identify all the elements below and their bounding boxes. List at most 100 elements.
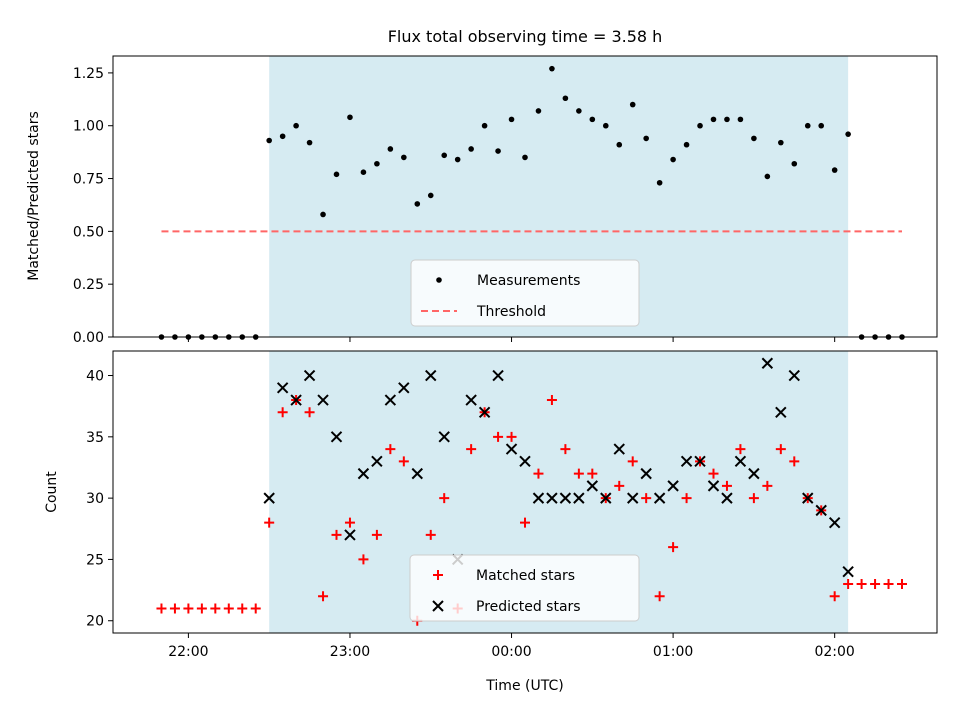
measurement-point — [724, 116, 730, 123]
measurement-point — [845, 131, 851, 137]
matched-star-point — [870, 578, 881, 589]
matched-star-point — [856, 578, 867, 589]
predicted-star-point — [573, 492, 585, 504]
matched-star-point — [371, 529, 382, 540]
matched-star-point — [156, 603, 167, 614]
measurement-point — [697, 122, 703, 129]
matched-star-point — [331, 529, 342, 540]
predicted-star-point — [263, 492, 275, 504]
measurement-point — [495, 148, 501, 154]
predicted-star-point — [586, 480, 599, 492]
legend-marker-matched — [433, 570, 443, 580]
matched-star-point — [668, 542, 679, 553]
legend-marker-measurements — [436, 277, 442, 283]
predicted-star-point — [613, 443, 625, 455]
legend-marker-predicted — [432, 600, 444, 612]
matched-star-point — [654, 591, 665, 602]
matched-star-point — [546, 395, 557, 406]
matched-star-point — [762, 480, 773, 491]
matched-star-point — [439, 493, 450, 504]
measurement-point — [468, 146, 474, 152]
predicted-star-point — [425, 369, 437, 382]
measurement-point — [737, 116, 744, 123]
measurement-point — [387, 146, 394, 152]
top-panel: 0.00 0.25 0.50 0.75 1.00 1.25 Measurements Thre… — [73, 55, 938, 346]
y-tick-label: 1.00 — [73, 119, 104, 135]
matched-star-point — [560, 444, 571, 455]
measurement-point — [535, 108, 542, 114]
measurement-point — [818, 122, 825, 129]
y-tick-label: 35 — [86, 430, 104, 446]
predicted-star-point — [761, 357, 774, 369]
matched-star-point — [425, 529, 436, 540]
legend-box — [409, 554, 640, 622]
y-tick-label: 30 — [86, 491, 104, 507]
predicted-star-point — [842, 565, 854, 578]
predicted-star-point — [384, 394, 397, 406]
predicted-star-point — [653, 492, 666, 504]
predicted-star-point — [505, 443, 518, 455]
measurement-point — [683, 141, 690, 148]
measurement-point — [293, 122, 299, 129]
predicted-star-point — [478, 406, 491, 419]
y-tick-label: 20 — [86, 614, 104, 630]
predicted-star-point — [734, 455, 747, 468]
measurement-point — [751, 135, 757, 142]
matched-star-point — [385, 444, 396, 455]
x-tick-label: 23:00 — [330, 644, 370, 660]
measurement-point — [562, 95, 569, 102]
bottom-panel: 20 25 30 35 40 22:00 23:00 00:00 01:00 02:00 Match… — [86, 350, 938, 660]
predicted-star-point — [600, 492, 612, 504]
matched-star-point — [614, 480, 625, 491]
predicted-star-point — [398, 382, 410, 394]
predicted-star-point — [627, 492, 639, 504]
legend-label: Matched stars — [476, 568, 575, 584]
y-tick-label: 40 — [86, 369, 104, 385]
matched-star-point — [493, 431, 504, 442]
predicted-star-point — [559, 492, 572, 504]
measurement-point — [441, 152, 448, 159]
measurement-point — [414, 201, 421, 207]
predicted-star-point — [640, 467, 652, 480]
matched-star-point — [883, 578, 894, 589]
x-tick-label: 22:00 — [168, 644, 208, 660]
matched-star-point — [533, 468, 544, 479]
matched-star-point — [210, 603, 221, 614]
measurement-point — [602, 122, 609, 129]
matched-star-point — [789, 456, 800, 467]
measurement-point — [427, 192, 434, 199]
matched-star-point — [627, 456, 638, 467]
measurement-point — [454, 156, 461, 163]
predicted-star-point — [276, 382, 289, 394]
matched-star-point — [587, 468, 598, 479]
matched-star-point — [641, 493, 652, 504]
matched-star-point — [735, 444, 746, 455]
matched-star-point — [896, 578, 907, 589]
measurement-point — [508, 116, 515, 123]
measurement-point — [481, 122, 488, 129]
matched-star-point — [277, 407, 288, 418]
predicted-star-point — [357, 467, 370, 480]
measurement-point — [778, 139, 784, 146]
legend-label: Measurements — [477, 273, 580, 289]
y-tick-label: 0.75 — [73, 172, 104, 188]
predicted-star-point — [317, 394, 329, 406]
predicted-star-point — [775, 406, 787, 419]
predicted-star-point — [438, 431, 450, 443]
predicted-star-point — [411, 467, 423, 480]
measurement-point — [401, 154, 407, 161]
measurement-point — [320, 211, 326, 218]
predicted-star-point — [492, 369, 504, 382]
legend-box — [410, 259, 640, 327]
x-tick-label: 01:00 — [653, 644, 693, 660]
measurement-point — [279, 133, 286, 140]
measurement-point — [576, 108, 582, 114]
x-tick-label: 02:00 — [814, 644, 854, 660]
matched-star-point — [466, 444, 477, 455]
top-y-axis-label: Matched/Predicted stars — [26, 111, 42, 281]
predicted-star-point — [303, 369, 316, 382]
measurement-point — [710, 116, 717, 123]
bottom-y-axis-label: Count — [44, 471, 60, 513]
axes-frame — [112, 350, 938, 634]
